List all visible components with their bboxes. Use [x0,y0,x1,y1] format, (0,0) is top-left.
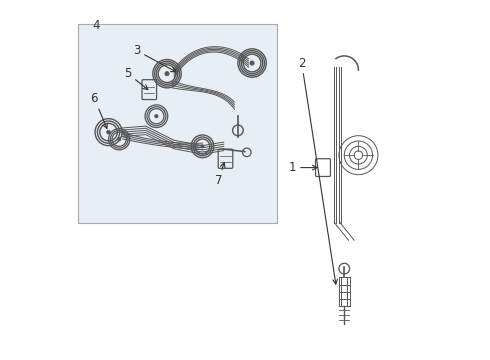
Circle shape [107,130,110,134]
Text: 2: 2 [298,57,338,284]
Circle shape [155,114,158,118]
Text: 6: 6 [91,92,107,129]
Circle shape [201,145,204,148]
Text: 7: 7 [215,163,225,186]
Circle shape [165,72,169,76]
Circle shape [118,138,121,141]
FancyBboxPatch shape [78,24,277,222]
Circle shape [250,61,254,65]
Text: 4: 4 [93,19,100,32]
Text: 5: 5 [124,67,148,90]
Text: 3: 3 [133,44,176,72]
Text: 1: 1 [289,161,317,174]
